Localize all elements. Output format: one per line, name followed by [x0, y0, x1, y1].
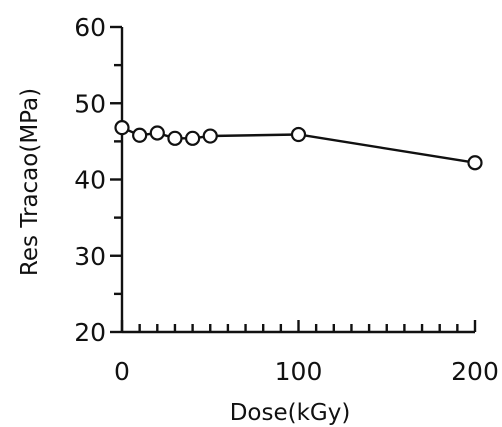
y-axis-label: Res Tracao(MPa) [17, 88, 43, 276]
data-point-marker [467, 155, 483, 171]
y-tick-label: 60 [74, 13, 106, 42]
data-point-marker [114, 120, 130, 136]
data-point-marker [290, 126, 307, 143]
y-tick-label: 30 [74, 242, 106, 271]
data-point-marker [149, 125, 165, 141]
chart-series [114, 120, 483, 171]
data-point-marker [132, 127, 148, 143]
data-point-marker [167, 130, 183, 146]
y-tick-label: 20 [74, 318, 106, 347]
chart-ticks [110, 25, 477, 334]
x-tick-label: 200 [451, 357, 499, 386]
data-point-marker [202, 128, 218, 144]
y-tick-label: 50 [74, 89, 106, 118]
data-point-marker [185, 130, 201, 146]
y-tick-label: 40 [74, 166, 106, 195]
x-tick-label: 100 [275, 357, 323, 386]
chart-axes [120, 27, 475, 334]
x-tick-label: 0 [114, 357, 130, 386]
chart-tick-labels: 20 30 40 50 60 0 100 200 [74, 13, 499, 386]
x-axis-label: Dose(kGy) [230, 400, 351, 426]
